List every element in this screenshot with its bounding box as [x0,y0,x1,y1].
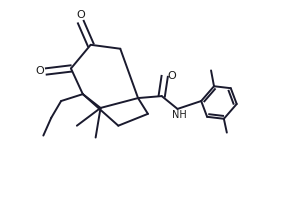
Text: O: O [167,71,176,81]
Text: O: O [35,66,44,76]
Text: O: O [76,10,85,20]
Text: NH: NH [172,110,187,120]
